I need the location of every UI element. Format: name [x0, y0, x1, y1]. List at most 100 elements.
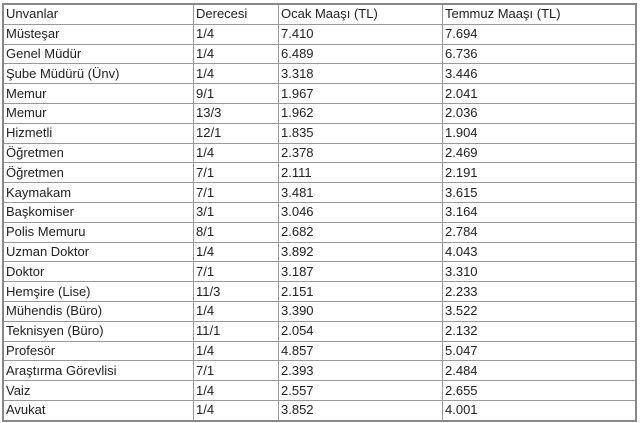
table-row: Genel Müdür 1/4 6.489 6.736 [2, 43, 637, 65]
title-cell: Başkomiser [2, 201, 194, 223]
january-salary-cell: 3.852 [278, 399, 443, 422]
july-salary-cell: 3.615 [442, 182, 637, 203]
grade-cell: 1/4 [193, 380, 279, 401]
grade-cell: 11/3 [193, 281, 279, 302]
grade-cell: 1/4 [193, 63, 279, 85]
table-row: Öğretmen 7/1 2.111 2.191 [2, 162, 637, 184]
title-cell: Vaiz [2, 380, 194, 401]
salary-table-body: Unvanlar Derecesi Ocak Maaşı (TL) Temmuz Ma… [2, 3, 637, 422]
july-salary-cell: 1.904 [442, 122, 637, 144]
title-cell: Müsteşar [2, 23, 194, 45]
table-row: Müsteşar 1/4 7.410 7.694 [2, 23, 637, 45]
grade-cell: 7/1 [193, 261, 279, 283]
table-row: Avukat 1/4 3.852 4.001 [2, 399, 637, 422]
column-header: Derecesi [193, 3, 279, 25]
january-salary-cell: 2.557 [278, 380, 443, 401]
january-salary-cell: 4.857 [278, 340, 443, 362]
table-row: Başkomiser 3/1 3.046 3.164 [2, 201, 637, 223]
table-row: Hizmetli 12/1 1.835 1.904 [2, 122, 637, 144]
table-row: Profesör 1/4 4.857 5.047 [2, 340, 637, 362]
grade-cell: 1/4 [193, 340, 279, 362]
grade-cell: 12/1 [193, 122, 279, 144]
january-salary-cell: 6.489 [278, 43, 443, 65]
january-salary-cell: 2.393 [278, 360, 443, 382]
july-salary-cell: 3.522 [442, 300, 637, 322]
title-cell: Uzman Doktor [2, 241, 194, 263]
grade-cell: 7/1 [193, 360, 279, 382]
title-cell: Şube Müdürü (Ünv) [2, 63, 194, 85]
column-header: Ocak Maaşı (TL) [278, 3, 443, 25]
january-salary-cell: 2.111 [278, 162, 443, 184]
table-row: Teknisyen (Büro) 11/1 2.054 2.132 [2, 320, 637, 342]
grade-cell: 9/1 [193, 83, 279, 104]
header-row: Unvanlar Derecesi Ocak Maaşı (TL) Temmuz Ma… [2, 3, 637, 25]
january-salary-cell: 3.187 [278, 261, 443, 283]
table-row: Memur 9/1 1.967 2.041 [2, 83, 637, 104]
january-salary-cell: 7.410 [278, 23, 443, 45]
title-cell: Polis Memuru [2, 221, 194, 243]
title-cell: Araştırma Görevlisi [2, 360, 194, 382]
grade-cell: 8/1 [193, 221, 279, 243]
column-header: Temmuz Maaşı (TL) [442, 3, 637, 25]
title-cell: Doktor [2, 261, 194, 283]
title-cell: Mühendis (Büro) [2, 300, 194, 322]
table-row: Hemşire (Lise) 11/3 2.151 2.233 [2, 281, 637, 302]
january-salary-cell: 3.892 [278, 241, 443, 263]
july-salary-cell: 3.446 [442, 63, 637, 85]
table-row: Vaiz 1/4 2.557 2.655 [2, 380, 637, 401]
table-row: Memur 13/3 1.962 2.036 [2, 102, 637, 124]
title-cell: Avukat [2, 399, 194, 422]
table-row: Doktor 7/1 3.187 3.310 [2, 261, 637, 283]
july-salary-cell: 2.469 [442, 142, 637, 164]
july-salary-cell: 2.036 [442, 102, 637, 124]
grade-cell: 13/3 [193, 102, 279, 124]
grade-cell: 1/4 [193, 241, 279, 263]
grade-cell: 7/1 [193, 162, 279, 184]
grade-cell: 1/4 [193, 43, 279, 65]
january-salary-cell: 2.151 [278, 281, 443, 302]
grade-cell: 1/4 [193, 399, 279, 422]
grade-cell: 11/1 [193, 320, 279, 342]
january-salary-cell: 3.390 [278, 300, 443, 322]
january-salary-cell: 3.318 [278, 63, 443, 85]
title-cell: Hemşire (Lise) [2, 281, 194, 302]
grade-cell: 1/4 [193, 300, 279, 322]
table-row: Uzman Doktor 1/4 3.892 4.043 [2, 241, 637, 263]
january-salary-cell: 1.962 [278, 102, 443, 124]
table-row: Şube Müdürü (Ünv) 1/4 3.318 3.446 [2, 63, 637, 85]
title-cell: Memur [2, 83, 194, 104]
table-row: Polis Memuru 8/1 2.682 2.784 [2, 221, 637, 243]
july-salary-cell: 2.233 [442, 281, 637, 302]
july-salary-cell: 3.164 [442, 201, 637, 223]
july-salary-cell: 2.784 [442, 221, 637, 243]
grade-cell: 7/1 [193, 182, 279, 203]
title-cell: Teknisyen (Büro) [2, 320, 194, 342]
july-salary-cell: 4.043 [442, 241, 637, 263]
title-cell: Genel Müdür [2, 43, 194, 65]
title-cell: Hizmetli [2, 122, 194, 144]
grade-cell: 1/4 [193, 23, 279, 45]
july-salary-cell: 2.484 [442, 360, 637, 382]
july-salary-cell: 2.132 [442, 320, 637, 342]
july-salary-cell: 2.041 [442, 83, 637, 104]
january-salary-cell: 2.054 [278, 320, 443, 342]
january-salary-cell: 1.835 [278, 122, 443, 144]
title-cell: Profesör [2, 340, 194, 362]
table-row: Mühendis (Büro) 1/4 3.390 3.522 [2, 300, 637, 322]
january-salary-cell: 3.481 [278, 182, 443, 203]
grade-cell: 1/4 [193, 142, 279, 164]
salary-table: Unvanlar Derecesi Ocak Maaşı (TL) Temmuz Ma… [2, 3, 637, 422]
table-row: Öğretmen 1/4 2.378 2.469 [2, 142, 637, 164]
title-cell: Kaymakam [2, 182, 194, 203]
july-salary-cell: 7.694 [442, 23, 637, 45]
july-salary-cell: 2.191 [442, 162, 637, 184]
january-salary-cell: 2.682 [278, 221, 443, 243]
july-salary-cell: 5.047 [442, 340, 637, 362]
title-cell: Öğretmen [2, 142, 194, 164]
grade-cell: 3/1 [193, 201, 279, 223]
title-cell: Öğretmen [2, 162, 194, 184]
july-salary-cell: 6.736 [442, 43, 637, 65]
january-salary-cell: 3.046 [278, 201, 443, 223]
january-salary-cell: 2.378 [278, 142, 443, 164]
title-cell: Memur [2, 102, 194, 124]
